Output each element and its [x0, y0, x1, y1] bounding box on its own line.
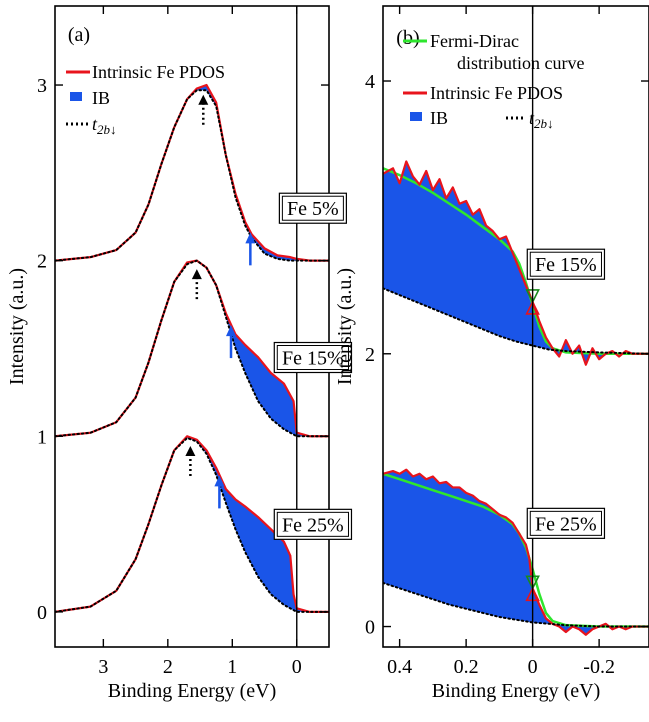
t2b-line-2: [55, 436, 329, 613]
x-axis-label: Binding Energy (eV): [432, 680, 601, 702]
ib-fill-1: [55, 260, 329, 437]
series-label-1: Fe 5%: [287, 198, 339, 220]
peak-arrow-head-2: [185, 445, 196, 456]
panel-label: (b): [396, 27, 419, 49]
plot-frame: [54, 5, 330, 648]
ib-onset-arrow-head-0: [245, 232, 256, 244]
pdos-line-0: [383, 160, 649, 366]
t2b-line-1: [383, 581, 649, 628]
series-label-2: Fe 15%: [282, 348, 344, 370]
y-tick-label-0: 0: [365, 617, 375, 639]
t2b-line-0: [55, 89, 329, 262]
panel-label: (a): [68, 24, 90, 46]
x-tick-label-3: 0: [292, 656, 302, 678]
x-tick-label-1: 2: [163, 656, 173, 678]
legend-label-2: t2b↓: [92, 114, 117, 137]
legend-label-3: t2b↓: [529, 108, 554, 131]
legend-label-0-line2: distribution curve: [457, 53, 584, 73]
ib-onset-arrow-head-2: [214, 475, 225, 487]
t2b-line-1: [55, 259, 329, 438]
legend-label-1: Intrinsic Fe PDOS: [430, 83, 563, 103]
series-label-box-inner-1: [529, 251, 602, 277]
ib-fill-1: [383, 469, 649, 635]
series-label-box-inner-2: [529, 510, 602, 536]
t2b-line-0: [383, 287, 649, 355]
legend-swatch-1: [70, 92, 82, 101]
y-tick-label-2: 2: [37, 251, 47, 273]
series-label-2: Fe 25%: [535, 513, 597, 535]
x-tick-label-2: 1: [227, 656, 237, 678]
legend-label-0: Intrinsic Fe PDOS: [92, 62, 225, 82]
x-tick-label-0: 0.4: [387, 656, 412, 678]
peak-arrow-head-0: [198, 94, 209, 105]
y-tick-label-2: 4: [365, 71, 375, 93]
x-tick-label-0: 3: [98, 656, 108, 678]
x-tick-label-2: 0: [528, 656, 538, 678]
ib-fill-0: [55, 85, 329, 261]
legend-label-0: Fermi-Dirac: [430, 31, 519, 51]
peak-arrow-head-1: [191, 269, 202, 280]
legend-label-1: IB: [92, 88, 110, 108]
plot-area: [55, 83, 329, 613]
pdos-line-1: [383, 468, 649, 636]
series-label-3: Fe 25%: [282, 514, 344, 536]
y-tick-label-1: 1: [37, 426, 47, 448]
y-tick-label-0: 0: [37, 602, 47, 624]
legend-label-2: IB: [430, 108, 448, 128]
panel-b: 0.4 0.2 0 -0.2 0 2 4 Binding Energy (eV) Intensi…: [334, 5, 649, 702]
legend-swatch-2: [410, 112, 422, 121]
plot-area: [383, 160, 649, 636]
y-axis-label: Intensity (a.u.): [334, 268, 356, 385]
y-tick-label-3: 3: [37, 75, 47, 97]
series-label-box-inner-1: [281, 195, 344, 221]
ib-onset-arrow-head-1: [226, 325, 237, 337]
fermi-dirac-line-0: [383, 167, 649, 356]
y-axis-label: Intensity (a.u.): [6, 268, 28, 385]
y-tick-label-1: 2: [365, 344, 375, 366]
ib-fill-2: [55, 436, 329, 612]
series-label-1: Fe 15%: [535, 254, 597, 276]
x-tick-label-1: 0.2: [454, 656, 479, 678]
x-axis-label: Binding Energy (eV): [108, 680, 277, 702]
series-label-box-inner-3: [276, 511, 349, 537]
pdos-line-0: [55, 83, 329, 262]
x-tick-label-3: -0.2: [583, 656, 615, 678]
series-label-box-inner-2: [276, 345, 349, 371]
plot-frame: [382, 5, 649, 648]
